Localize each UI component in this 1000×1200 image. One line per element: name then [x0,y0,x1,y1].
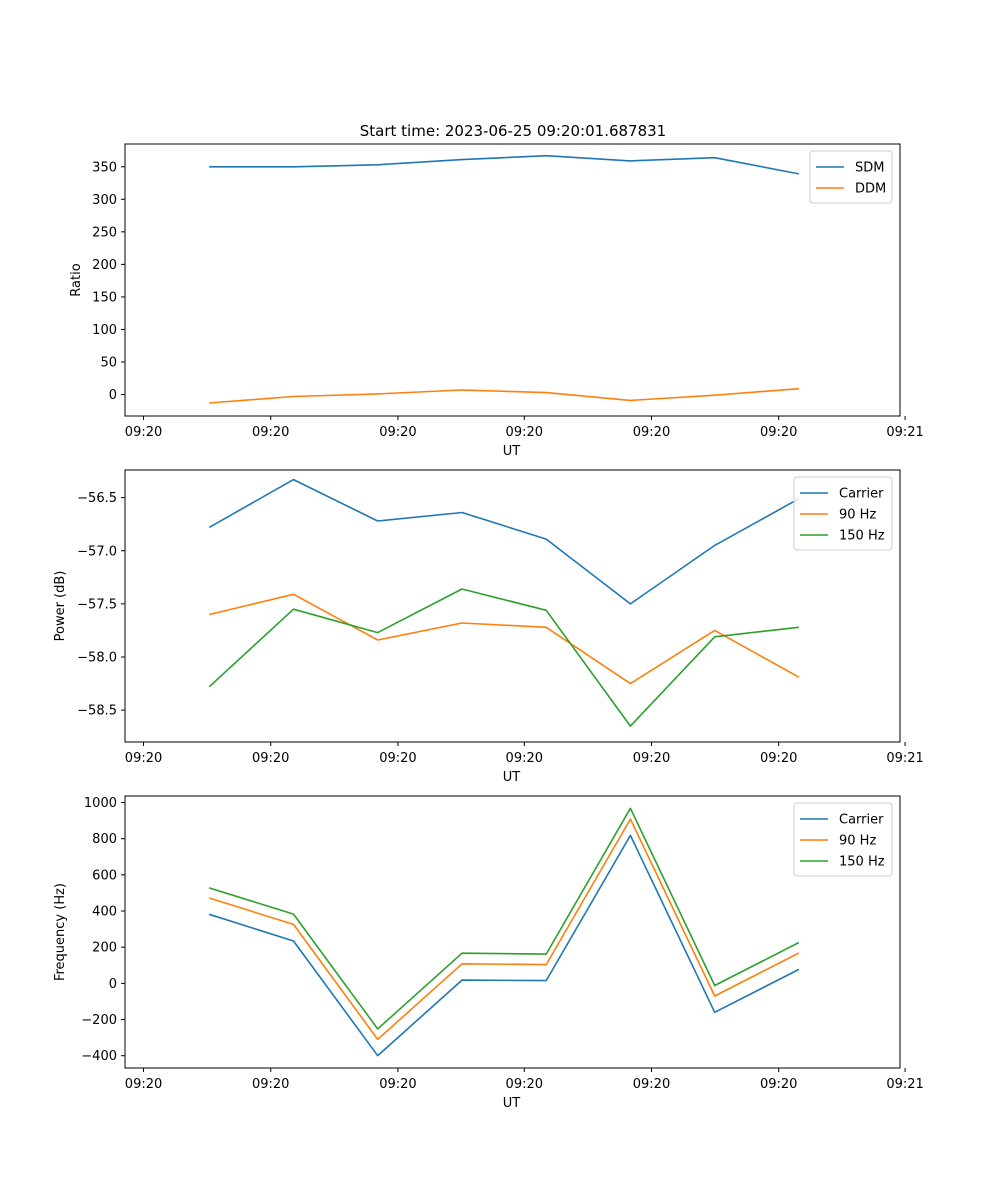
y-tick-label: 600 [92,868,117,883]
legend-label: 90 Hz [839,508,876,523]
y-tick-label: 800 [92,832,117,847]
x-tick-label: 09:20 [633,425,670,440]
x-tick-label: 09:21 [886,751,923,766]
series-line-ddm [209,387,799,404]
x-tick-label: 09:20 [633,751,670,766]
axes-frame [124,143,901,417]
x-tick-label: 09:20 [506,425,543,440]
series-line-carrier [208,834,800,1057]
x-tick-label: 09:20 [252,425,289,440]
legend-label: Carrier [839,813,884,828]
series-line-150-hz [208,807,800,1030]
y-tick-label: 1000 [84,796,117,811]
y-tick-label: −57.0 [77,544,117,559]
x-tick-label: 09:21 [886,425,923,440]
subplot-2: 09:20 09:20 09:20 09:20 09:20 09:20 09:21 −58.5… [53,469,924,785]
series-line-sdm [209,154,800,175]
x-tick-label: 09:20 [125,1077,162,1092]
y-tick-label: 300 [92,193,117,208]
x-axis-label: UT [503,770,521,785]
x-axis-label: UT [503,1096,521,1111]
x-tick-label: 09:20 [760,1077,797,1092]
y-tick-label: 400 [92,905,117,920]
x-tick-label: 09:20 [125,751,162,766]
legend: Carrier 90 Hz 150 Hz [793,476,893,551]
series-line-90-hz [208,818,800,1041]
legend-box [793,802,893,877]
y-tick-label: 50 [100,355,117,370]
x-tick-label: 09:21 [886,1077,923,1092]
y-axis-label: Ratio [69,263,84,296]
y-tick-label: 350 [92,160,117,175]
legend-label: DDM [855,182,886,197]
x-tick-label: 09:20 [379,1077,416,1092]
y-axis-label: Frequency (Hz) [53,883,68,981]
y-tick-label: −400 [81,1049,117,1064]
legend-label: Carrier [839,487,884,502]
series-line-150-hz [208,588,799,727]
legend-label: 150 Hz [839,529,885,544]
legend-box [809,150,893,204]
legend-label: SDM [855,161,884,176]
y-tick-label: 200 [92,941,117,956]
y-tick-label: 100 [92,323,117,338]
series-line-carrier [208,478,800,605]
y-tick-label: −56.5 [77,491,117,506]
legend: Carrier 90 Hz 150 Hz [793,802,893,877]
legend-box [793,476,893,551]
x-tick-label: 09:20 [506,1077,543,1092]
x-tick-label: 09:20 [252,751,289,766]
x-tick-label: 09:20 [125,425,162,440]
x-tick-label: 09:20 [760,751,797,766]
x-tick-label: 09:20 [760,425,797,440]
y-axis-label: Power (dB) [53,571,68,642]
x-tick-label: 09:20 [379,751,416,766]
y-tick-label: −57.5 [77,597,117,612]
y-tick-label: 0 [109,388,117,403]
x-tick-label: 09:20 [633,1077,670,1092]
subplots: 09:20 09:20 09:20 09:20 09:20 09:20 09:21 0 50 10… [53,143,924,1111]
x-tick-label: 09:20 [252,1077,289,1092]
legend-label: 150 Hz [839,855,885,870]
y-tick-label: −58.5 [77,704,117,719]
y-tick-label: 250 [92,225,117,240]
y-tick-label: 150 [92,290,117,305]
subplot-3: 09:20 09:20 09:20 09:20 09:20 09:20 09:21 −400 −… [53,795,924,1111]
axes-frame [124,795,901,1069]
x-tick-label: 09:20 [506,751,543,766]
x-axis-label: UT [503,444,521,459]
figure-title: Start time: 2023-06-25 09:20:01.687831 [360,122,666,140]
y-tick-label: 200 [92,258,117,273]
series-line-90-hz [209,593,800,685]
y-tick-label: −200 [81,1013,117,1028]
legend: SDM DDM [809,150,893,204]
y-tick-label: 0 [109,977,117,992]
y-tick-label: −58.0 [77,651,117,666]
subplot-1: 09:20 09:20 09:20 09:20 09:20 09:20 09:21 0 50 10… [69,143,924,459]
axes-frame [124,469,901,743]
legend-label: 90 Hz [839,834,876,849]
x-tick-label: 09:20 [379,425,416,440]
